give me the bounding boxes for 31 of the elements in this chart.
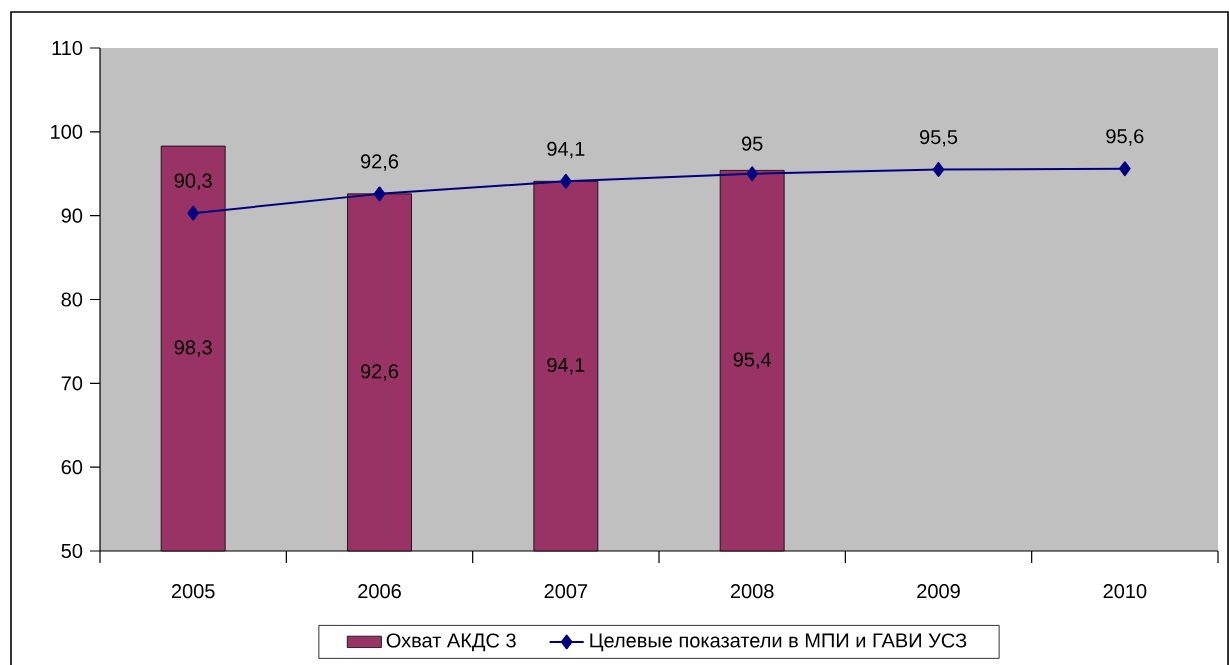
point	[187, 205, 199, 221]
y-tick-label: 90	[61, 208, 83, 223]
y-tick-label: 50	[61, 543, 83, 559]
y-tick-label: 80	[61, 292, 83, 307]
x-tick-label: 2007	[544, 584, 588, 599]
data-label: 94,1	[547, 141, 585, 159]
point	[373, 186, 386, 202]
y-tick-label: 60	[61, 460, 83, 475]
y-tick-label: 100	[51, 124, 83, 139]
x-tick-label: 2009	[917, 584, 960, 599]
x-tick-label: 2006	[358, 584, 401, 599]
data-label: 95,5	[919, 129, 958, 147]
x-tick-label: 2005	[171, 584, 215, 599]
data-label: 95,6	[1106, 129, 1144, 146]
point	[1119, 161, 1131, 177]
legend-label: Охват АКДС 3	[386, 633, 516, 652]
data-label: 98,3	[174, 340, 212, 357]
data-label: 95	[741, 136, 763, 151]
x-tick-label: 2008	[730, 584, 774, 599]
data-label: 90,3	[174, 173, 212, 191]
data-label: 92,6	[360, 154, 399, 171]
data-label: 92,6	[360, 364, 399, 381]
x-tick-label: 2010	[1103, 584, 1147, 599]
data-label: 94,1	[547, 357, 585, 375]
legend-label: Целевые показатели в МПИ и ГАВИ УСЗ	[590, 633, 967, 652]
point	[560, 173, 572, 189]
point	[932, 162, 945, 177]
data-label: 95,4	[733, 352, 772, 369]
y-tick-label: 70	[61, 376, 83, 391]
point	[746, 166, 758, 182]
y-tick-label: 110	[52, 40, 83, 56]
